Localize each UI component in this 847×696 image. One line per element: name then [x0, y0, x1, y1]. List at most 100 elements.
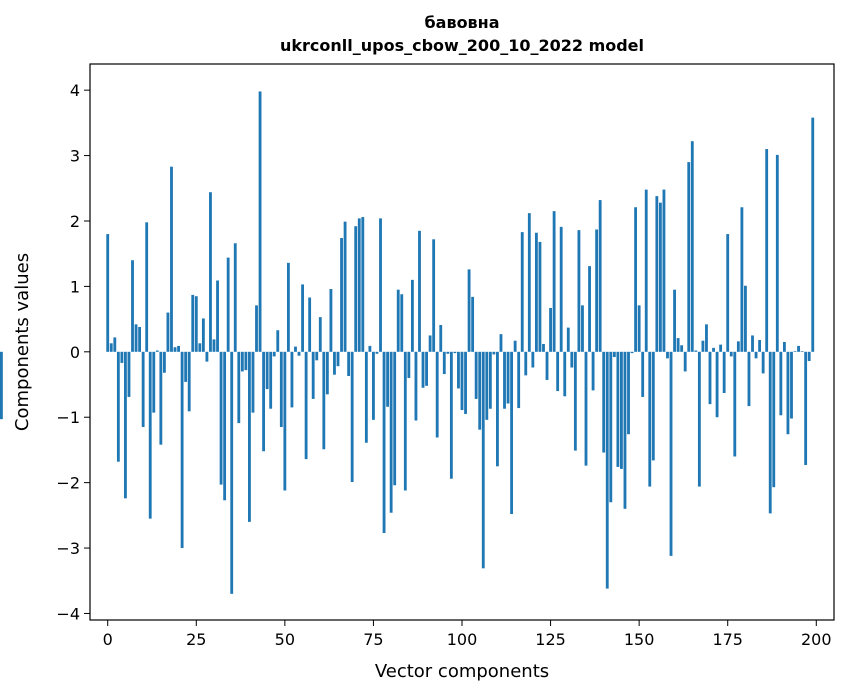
bar-37	[237, 351, 241, 424]
bar-97	[449, 351, 453, 479]
bar-200	[0, 351, 3, 420]
bar-31	[216, 280, 219, 352]
bar-87	[414, 351, 418, 421]
bar-89	[421, 351, 425, 388]
y-tick-label: −4	[56, 604, 80, 623]
bar-47	[272, 351, 276, 357]
bar-57	[308, 297, 312, 352]
x-tick-label: 125	[535, 630, 566, 649]
bar-45	[265, 351, 269, 390]
bar-181	[747, 351, 751, 407]
chart-title: бавовна	[424, 13, 499, 32]
x-tick-label: 150	[624, 630, 655, 649]
bar-39	[244, 351, 248, 371]
bar-52	[290, 351, 294, 408]
bar-35	[230, 351, 234, 594]
bar-109	[492, 351, 496, 355]
bar-125	[549, 307, 552, 352]
bar-159	[669, 351, 673, 556]
bar-196	[800, 351, 804, 352]
bar-41	[251, 351, 255, 413]
bar-189	[775, 154, 779, 352]
bar-63	[329, 289, 333, 352]
bar-152	[644, 189, 648, 352]
bar-148	[630, 351, 634, 354]
bar-171	[712, 347, 715, 352]
bar-81	[393, 351, 397, 486]
bar-98	[453, 351, 457, 354]
bar-198	[807, 351, 811, 361]
bar-147	[627, 351, 630, 435]
bar-54	[297, 351, 301, 356]
bar-64	[333, 351, 336, 375]
bar-55	[301, 284, 304, 352]
bar-176	[729, 351, 733, 357]
bar-38	[240, 351, 244, 372]
bar-135	[584, 351, 588, 466]
bar-155	[655, 196, 659, 352]
bar-3	[116, 351, 120, 462]
bar-136	[588, 266, 591, 352]
bar-29	[209, 192, 212, 352]
x-tick-label: 25	[186, 630, 206, 649]
bar-193	[790, 351, 793, 419]
bar-160	[673, 289, 676, 352]
bar-144	[616, 351, 620, 467]
bar-190	[779, 351, 783, 416]
bar-8	[134, 324, 138, 352]
bar-34	[226, 257, 230, 352]
bar-68	[347, 351, 351, 377]
bar-178	[736, 341, 740, 352]
bar-129	[563, 351, 567, 397]
bar-88	[418, 230, 421, 352]
y-tick-label: −2	[56, 474, 80, 493]
x-tick-label: 0	[103, 630, 113, 649]
bar-22	[184, 351, 188, 382]
bar-75	[372, 351, 375, 420]
bar-192	[786, 351, 790, 435]
bar-118	[524, 351, 528, 376]
bar-61	[322, 351, 326, 450]
bar-13	[152, 351, 156, 413]
bar-165	[690, 141, 694, 352]
bar-69	[350, 351, 354, 482]
bar-20	[177, 345, 180, 352]
bar-58	[311, 351, 315, 399]
bars-group	[0, 91, 815, 594]
bar-93	[435, 351, 439, 438]
bar-140	[602, 351, 606, 453]
bar-119	[527, 213, 531, 352]
bar-139	[598, 200, 602, 352]
bar-19	[173, 347, 177, 352]
bar-44	[262, 351, 266, 452]
bar-113	[506, 351, 510, 404]
bar-27	[201, 318, 205, 352]
bar-145	[620, 351, 623, 469]
bar-130	[566, 327, 570, 352]
bar-156	[658, 202, 662, 352]
bar-72	[361, 217, 365, 352]
bar-48	[276, 330, 280, 352]
bar-161	[676, 338, 680, 352]
bar-17	[166, 312, 170, 352]
bar-179	[740, 207, 744, 352]
bar-112	[503, 351, 506, 409]
bar-6	[127, 351, 131, 397]
bar-56	[304, 351, 308, 460]
bar-12	[148, 351, 152, 519]
bar-0	[106, 234, 110, 352]
bar-177	[733, 351, 737, 457]
bar-65	[336, 351, 340, 367]
bar-95	[442, 351, 446, 375]
x-axis-label: Vector components	[375, 661, 549, 682]
bar-51	[286, 262, 290, 352]
bar-9	[138, 326, 142, 352]
bar-105	[478, 351, 482, 430]
bar-124	[545, 351, 549, 380]
bar-14	[155, 350, 159, 352]
x-tick-label: 50	[275, 630, 295, 649]
bar-150	[637, 305, 641, 352]
bar-53	[294, 346, 297, 352]
bar-73	[364, 351, 368, 443]
